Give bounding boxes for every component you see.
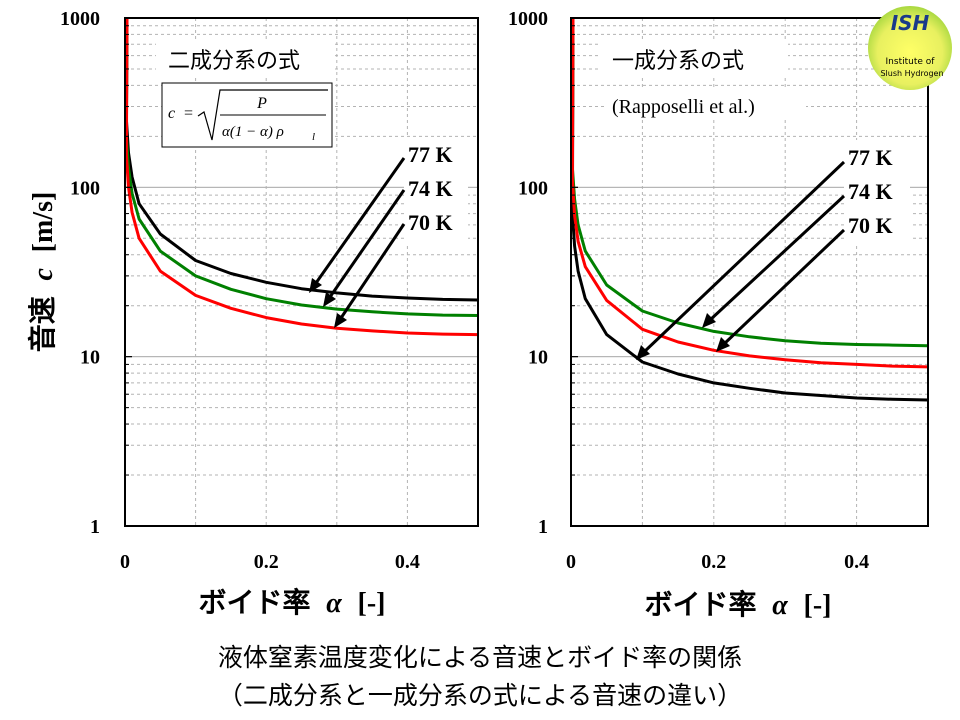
series-line-77k: [124, 17, 479, 302]
x-tick-labels: 0 0.2 0.4: [120, 551, 420, 573]
y-tick-label: 100: [70, 177, 100, 199]
x-tick-labels: 0 0.2 0.4: [566, 551, 869, 573]
subtitle-box: [606, 90, 806, 120]
plot-frame: [570, 17, 929, 527]
series-labels: 77 K 74 K 70 K: [844, 140, 910, 244]
chart-title: 二成分系の式: [168, 49, 300, 74]
formula-subscript: l: [312, 131, 315, 143]
svg-text:音速 c [m/s]: 音速 c [m/s]: [26, 192, 59, 353]
caption-line-2: （二成分系と一成分系の式による音速の違い）: [217, 681, 743, 710]
series-line-70k: [124, 17, 479, 337]
x-tick-label: 0: [120, 551, 130, 573]
x-tick-label: 0: [566, 551, 576, 573]
series-labels: 77 K 74 K 70 K: [404, 138, 468, 244]
formula-equals: =: [184, 105, 193, 122]
x-tick-label: 0.2: [701, 551, 726, 573]
y-axis-label-symbol: c: [28, 268, 59, 281]
label-70k: 70 K: [408, 210, 453, 235]
label-77k: 77 K: [848, 145, 893, 170]
y-tick-labels: 1 10 100 1000: [508, 8, 548, 538]
series-line-70k: [570, 17, 929, 369]
series-line-77k: [570, 17, 929, 402]
y-tick-label: 1: [90, 516, 100, 538]
tick-marks: [125, 17, 132, 527]
plot-frame: [124, 17, 479, 527]
label-77k: 77 K: [408, 142, 453, 167]
label-70k: 70 K: [848, 213, 893, 238]
y-tick-labels: 1 10 100 1000: [60, 8, 100, 538]
caption-line-1: 液体窒素温度変化による音速とボイド率の関係: [217, 643, 743, 672]
title-box: [600, 42, 788, 78]
series-group: [570, 17, 929, 402]
series-line-74k: [570, 17, 929, 348]
y-tick-label: 10: [528, 347, 548, 369]
y-axis-label-main: 音速: [26, 296, 59, 352]
logo-circle: [868, 6, 952, 90]
y-tick-label: 1: [538, 516, 548, 538]
chart-title: 一成分系の式: [612, 49, 744, 74]
series-group: [124, 17, 479, 337]
ish-logo: ISH Institute of Slush Hydrogen: [868, 6, 952, 90]
y-tick-label: 1000: [60, 8, 100, 30]
formula-box: c = P α(1 − α) ρ l: [161, 82, 333, 148]
tick-marks: [571, 17, 578, 527]
x-tick-label: 0.4: [844, 551, 869, 573]
y-tick-label: 10: [80, 347, 100, 369]
formula-lhs: c: [168, 105, 175, 122]
chart-panel-one-component: 1 10 100 1000 0 0.2 0.4 一成分系の式 (Rapposelli et…: [508, 8, 929, 573]
x-axis-label-right: ボイド率 α [-]: [645, 588, 832, 621]
logo-line-1: Institute of: [886, 57, 936, 67]
formula-denominator: α(1 − α) ρ: [222, 124, 284, 140]
series-line-74k: [124, 17, 479, 317]
logo-line-2: Slush Hydrogen: [880, 69, 943, 78]
x-tick-label: 0.2: [254, 551, 279, 573]
chart-panel-two-component: 1 10 100 1000 0 0.2 0.4 二成分系の式 c = P α(1 − α)…: [60, 8, 479, 573]
x-tick-label: 0.4: [395, 551, 420, 573]
chart-subtitle: (Rapposelli et al.): [612, 96, 755, 118]
title-box: [156, 42, 332, 78]
label-arrows: [309, 157, 406, 328]
sqrt-sign: [197, 89, 328, 141]
y-tick-label: 1000: [508, 8, 548, 30]
logo-title: ISH: [891, 11, 930, 35]
y-tick-label: 100: [518, 177, 548, 199]
x-axis-label-left: ボイド率 α [-]: [199, 586, 386, 619]
label-74k: 74 K: [408, 176, 453, 201]
y-axis-label: 音速 c [m/s]: [26, 192, 59, 353]
formula-numerator: P: [256, 95, 267, 112]
label-74k: 74 K: [848, 179, 893, 204]
y-axis-label-unit: [m/s]: [28, 192, 59, 253]
label-arrows: [636, 160, 846, 360]
